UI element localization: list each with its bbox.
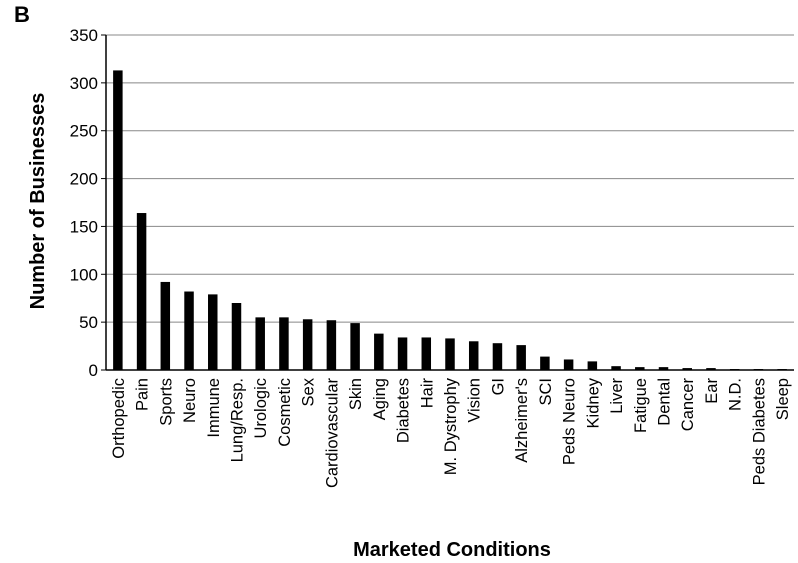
y-tick-label: 350 [70, 26, 98, 45]
x-category-label: Sports [157, 378, 175, 426]
x-category-label: Kidney [584, 377, 602, 428]
x-category-label: GI [489, 378, 507, 395]
y-tick-label: 200 [70, 170, 98, 189]
x-category-labels: Orthopedic Pain Sports Neuro Immune Lung/Resp… [110, 377, 792, 488]
x-category-label: Cancer [679, 378, 697, 432]
y-tick-label: 50 [79, 313, 98, 332]
y-axis-title: Number of Businesses [27, 93, 49, 310]
bar [113, 70, 122, 370]
x-category-label: Lung/Resp. [228, 378, 246, 462]
x-category-label: Hair [418, 378, 436, 409]
bar [137, 213, 146, 370]
x-category-label: Pain [134, 378, 152, 411]
bar [232, 303, 241, 370]
bar [588, 361, 597, 370]
bar [469, 341, 478, 370]
bar [350, 323, 359, 370]
x-category-label: Liver [608, 377, 626, 413]
y-tick-label: 100 [70, 265, 98, 284]
bar [398, 337, 407, 370]
x-category-label: Ear [703, 378, 721, 404]
bar [540, 357, 549, 370]
x-category-label: Alzheimer's [513, 378, 531, 463]
y-tick-label: 300 [70, 74, 98, 93]
x-axis-title: Marketed Conditions [353, 539, 551, 561]
bar [445, 338, 454, 370]
bar [493, 343, 502, 370]
x-category-label: Fatigue [632, 378, 650, 433]
y-tick-labels: 0 50 100 150 200 250 300 350 [70, 26, 98, 380]
x-category-label: Peds Diabetes [750, 378, 768, 485]
x-category-label: Orthopedic [110, 378, 128, 459]
bar [279, 317, 288, 370]
x-category-label: Cardiovascular [323, 377, 341, 488]
x-category-label: SCI [537, 378, 555, 406]
x-category-label: Sex [300, 377, 318, 406]
panel-label: B [14, 2, 30, 27]
x-category-label: Aging [371, 378, 389, 420]
bar [208, 294, 217, 370]
bars [113, 70, 787, 370]
x-category-label: Immune [205, 378, 223, 438]
y-tick-label: 0 [89, 361, 98, 380]
bar [327, 320, 336, 370]
bar [303, 319, 312, 370]
y-tick-label: 150 [70, 217, 98, 236]
bar [564, 359, 573, 370]
bar [422, 337, 431, 370]
bar [374, 334, 383, 370]
x-category-label: Sleep [774, 378, 792, 420]
bar [255, 317, 264, 370]
y-tick-label: 250 [70, 122, 98, 141]
grid-lines [101, 35, 794, 370]
x-category-label: Dental [656, 378, 674, 426]
x-category-label: Peds Neuro [561, 378, 579, 465]
x-category-label: Vision [466, 378, 484, 423]
x-category-label: N.D. [727, 378, 745, 411]
bar [184, 292, 193, 370]
x-category-label: Neuro [181, 378, 199, 423]
bar [516, 345, 525, 370]
x-category-label: Diabetes [395, 378, 413, 443]
bar [161, 282, 170, 370]
x-category-label: Cosmetic [276, 378, 294, 447]
x-category-label: Urologic [252, 378, 270, 439]
x-category-label: Skin [347, 378, 365, 410]
x-category-label: M. Dystrophy [442, 377, 460, 475]
